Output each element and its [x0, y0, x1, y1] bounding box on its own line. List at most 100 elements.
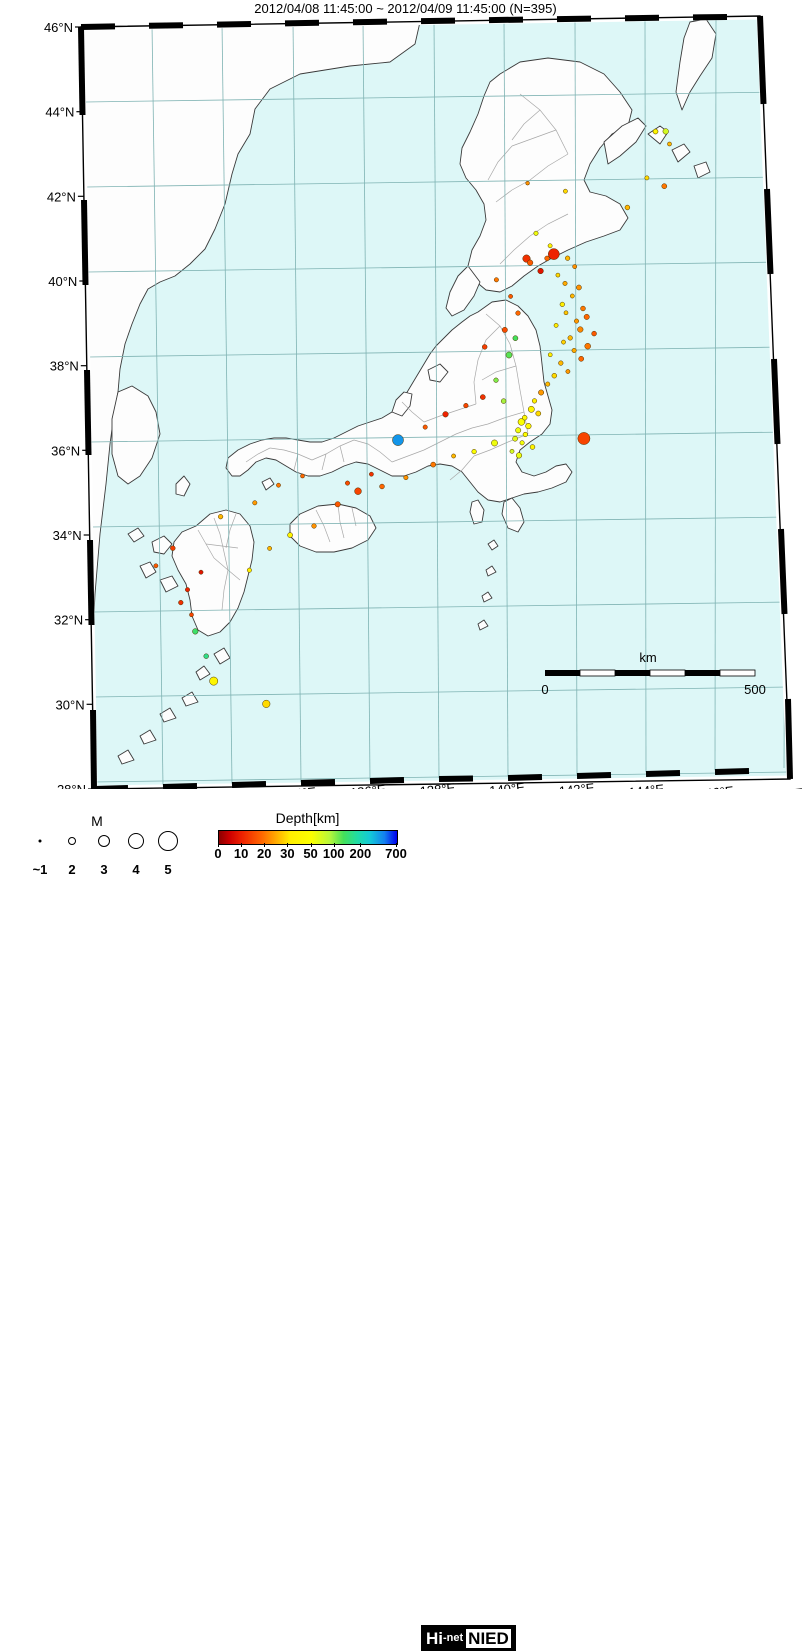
earthquake-marker: [544, 255, 550, 262]
magnitude-symbol: [98, 835, 110, 847]
earthquake-marker: [480, 394, 486, 400]
oki-islands: [261, 477, 275, 491]
depth-tick: [333, 843, 335, 847]
depth-legend-title: Depth[km]: [275, 810, 340, 826]
legend-bar: M ~1 2 3 4 5 Depth[km] 0 10 20 30 50 100 200 700 Hi…: [0, 806, 811, 1651]
earthquake-marker: [519, 440, 525, 446]
earthquake-marker: [662, 128, 669, 135]
earthquake-marker: [515, 427, 522, 434]
earthquake-marker: [574, 318, 579, 324]
magnitude-legend-symbols: ~1 2 3 4 5: [22, 830, 178, 877]
magnitude-symbol: [128, 833, 144, 849]
earthquake-marker: [576, 284, 582, 291]
izu-peninsula: [469, 499, 485, 525]
earthquake-marker: [563, 310, 569, 316]
earthquake-marker: [555, 272, 561, 278]
lat-tick-label: 28°N: [57, 782, 86, 789]
page-title: 2012/04/08 11:45:00 ~ 2012/04/09 11:45:0…: [254, 1, 557, 16]
shikoku: [289, 503, 377, 553]
asia-mainland: [81, 21, 421, 775]
lat-tick-label: 40°N: [48, 274, 77, 289]
earthquake-marker: [533, 230, 539, 236]
earthquake-marker: [553, 323, 559, 328]
earthquake-marker: [262, 699, 271, 708]
earthquake-marker: [577, 432, 591, 445]
depth-tick-label: 20: [257, 846, 272, 861]
frame-ticks-left: [78, 26, 97, 789]
tsushima-island: [175, 475, 191, 497]
kyushu: [171, 509, 255, 637]
lon-tick-label: 144°E: [628, 781, 665, 789]
earthquake-marker: [559, 301, 565, 307]
earthquake-marker: [571, 348, 577, 353]
depth-tick-label: 50: [303, 846, 318, 861]
depth-tick-label: 30: [280, 846, 295, 861]
depth-tick-label: 200: [349, 846, 372, 861]
shiretoko-peninsula: [603, 117, 647, 165]
earthquake-marker: [565, 369, 571, 374]
earthquake-marker: [345, 480, 350, 486]
sado-island: [427, 363, 449, 383]
lon-tick-label: 138°E: [419, 780, 456, 789]
logo-net-text: -net: [443, 1631, 464, 1644]
earthquake-marker: [505, 351, 513, 359]
earthquake-marker: [527, 405, 535, 413]
korea-peninsula: [111, 385, 161, 485]
earthquake-marker: [471, 449, 477, 455]
earthquake-marker: [547, 352, 553, 358]
lat-tick-label: 46°N: [44, 20, 73, 35]
earthquake-marker: [652, 128, 659, 135]
earthquake-marker: [203, 653, 209, 659]
earthquake-marker: [287, 532, 293, 538]
noto-peninsula: [391, 391, 413, 417]
earthquake-marker: [572, 264, 578, 269]
earthquake-marker: [379, 483, 385, 490]
earthquake-marker: [246, 567, 252, 573]
depth-legend: Depth[km] 0 10 20 30 50 100 200 700: [210, 810, 407, 862]
lat-tick-label: 36°N: [51, 443, 80, 458]
earthquake-marker: [178, 600, 184, 606]
earthquake-marker: [185, 587, 190, 593]
earthquake-marker: [537, 267, 544, 275]
lat-tick-label: 44°N: [45, 105, 74, 120]
magnitude-symbol: [158, 831, 178, 851]
earthquake-marker: [569, 293, 575, 299]
earthquake-marker: [311, 523, 317, 529]
earthquake-marker: [578, 356, 585, 362]
earthquake-marker: [422, 424, 428, 430]
earthquake-marker: [252, 500, 258, 506]
map-frame: [77, 14, 794, 789]
logo-hi-text: Hi: [426, 1628, 443, 1648]
depth-tick-label: 700: [385, 846, 407, 861]
magnitude-legend: M ~1 2 3 4 5: [22, 814, 178, 877]
magnitude-symbol-label: 5: [164, 862, 172, 877]
earthquake-marker: [563, 188, 568, 194]
lat-tick-label: 32°N: [54, 613, 83, 628]
earthquake-marker: [451, 453, 456, 459]
earthquake-marker: [218, 514, 224, 520]
magnitude-symbol-label: 3: [100, 862, 108, 877]
depth-tick: [241, 843, 243, 847]
earthquake-marker: [515, 310, 521, 316]
earthquake-marker: [644, 175, 650, 181]
earthquake-marker: [535, 410, 542, 417]
lon-tick-label: 148°E: [767, 785, 804, 789]
earthquake-marker: [501, 326, 508, 333]
lat-tick-label: 42°N: [47, 189, 76, 204]
earthquake-marker: [209, 676, 219, 686]
lon-tick-label: 146°E: [697, 783, 734, 789]
earthquake-marker: [525, 423, 532, 430]
depth-tick-label: 100: [322, 846, 345, 861]
earthquake-marker: [562, 280, 568, 286]
lat-tick-label: 34°N: [53, 528, 82, 543]
lon-tick-label: 136°E: [349, 782, 386, 789]
depth-tick-label: 0: [214, 846, 222, 861]
earthquake-marker: [267, 546, 272, 551]
map-svg: km 0 500: [44, 14, 804, 789]
earthquake-marker: [527, 259, 534, 266]
earthquake-marker: [522, 431, 528, 438]
lon-tick-label: 134°E: [280, 784, 317, 789]
earthquake-marker: [525, 181, 530, 186]
depth-tick-label: 10: [233, 846, 249, 861]
magnitude-symbol: [68, 837, 76, 845]
